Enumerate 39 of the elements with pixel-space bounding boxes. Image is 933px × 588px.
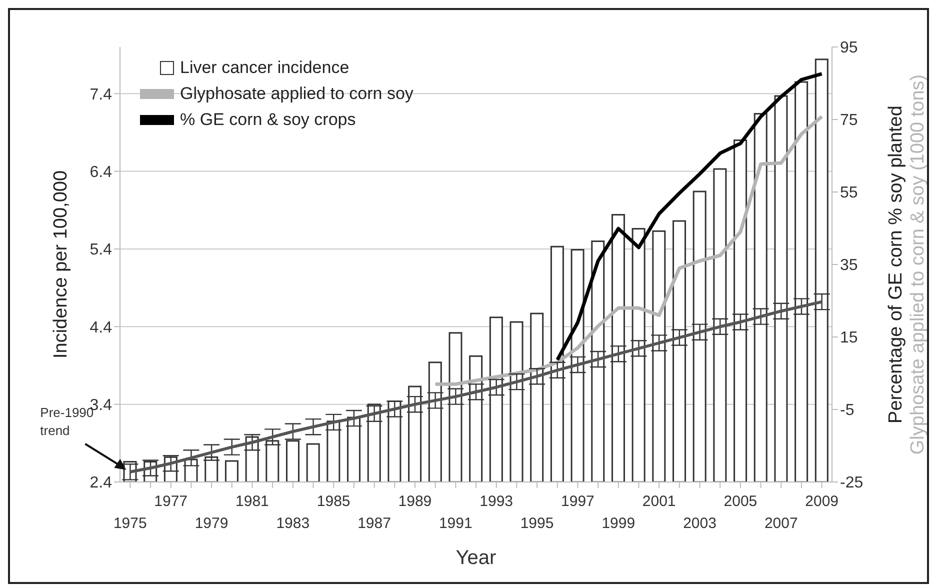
x-tick-label: 1999	[602, 515, 636, 532]
legend-label: % GE corn & soy crops	[180, 109, 356, 131]
y2-tick-label: 15	[840, 330, 858, 347]
x-tick-label: 1983	[276, 515, 310, 532]
legend-label: Liver cancer incidence	[180, 57, 350, 79]
line-series	[128, 300, 824, 474]
y2-tick-label: 75	[840, 112, 858, 130]
x-tick-label: 1977	[154, 493, 188, 510]
x-tick-label: 1993	[480, 493, 514, 510]
x-tick-label: 1975	[113, 515, 147, 532]
y-tick-label: 5.4	[90, 242, 112, 259]
y-tick-label: 2.4	[90, 474, 112, 492]
y2-tick-label: 95	[840, 40, 858, 57]
x-tick-label: 1979	[194, 515, 228, 532]
y-tick-label: 4.4	[90, 319, 112, 336]
x-tick-label: 2009	[805, 493, 839, 510]
x-tick-label: 2001	[642, 493, 676, 510]
y2-tick-label: 55	[840, 184, 858, 202]
x-tick-label: 1985	[316, 493, 350, 510]
x-tick-label: 1981	[236, 493, 269, 510]
x-axis-title: Year	[456, 547, 497, 569]
y2-axis-title: Percentage of GE corn % soy planted	[886, 106, 907, 424]
legend-label: Glyphosate applied to corn soy	[180, 83, 414, 105]
x-tick-label: 1991	[438, 515, 472, 532]
line-series	[556, 72, 824, 362]
x-tick-label: 2007	[764, 515, 798, 532]
x-tick-label: 2003	[683, 515, 716, 532]
y-tick-label: 7.4	[90, 86, 112, 104]
x-tick-label: 2005	[724, 493, 758, 510]
x-tick-label: 1987	[358, 515, 391, 532]
y2-tick-label: -25	[840, 474, 864, 492]
x-tick-label: 1989	[398, 493, 432, 510]
y-axis-title: Incidence per 100,000	[50, 170, 72, 359]
line-series	[434, 114, 824, 386]
y2-tick-label: -5	[840, 402, 854, 420]
y-tick-label: 6.4	[90, 164, 112, 181]
y2-tick-label: 35	[840, 257, 858, 274]
x-tick-label: 1997	[561, 493, 594, 510]
x-tick-label: 1995	[520, 515, 554, 532]
